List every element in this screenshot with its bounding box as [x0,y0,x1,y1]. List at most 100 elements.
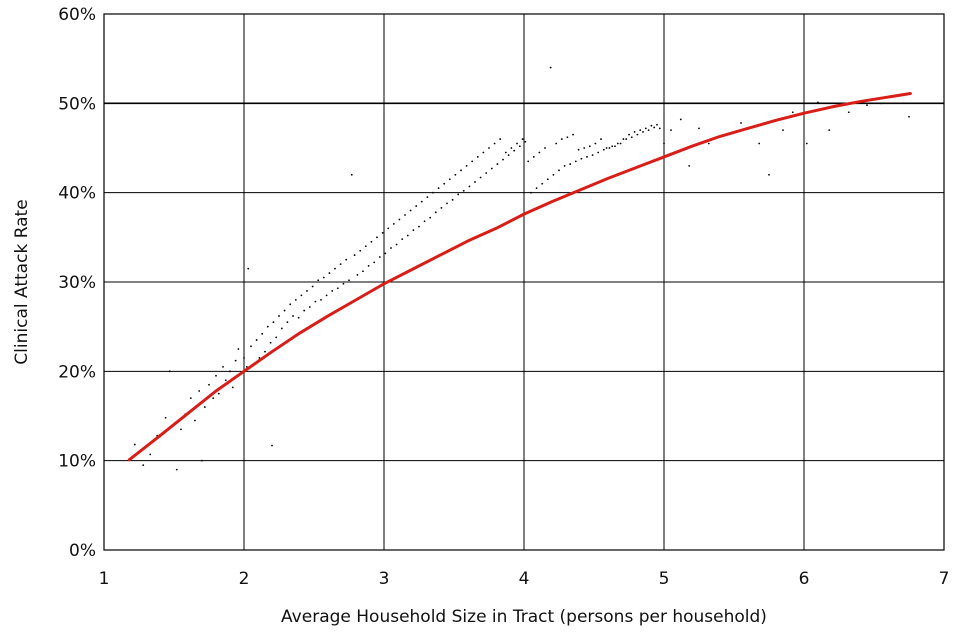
scatter-point [558,169,560,172]
scatter-point [420,200,423,203]
scatter-point [342,282,345,285]
scatter-point [280,327,283,330]
scatter-point [532,156,535,158]
scatter-point [297,316,300,319]
scatter-point [294,298,297,301]
scatter-point [384,252,387,255]
scatter-point [350,173,353,176]
y-tick-label: 60% [58,5,96,25]
scatter-point [698,127,700,130]
x-tick-label: 3 [379,569,390,589]
scatter-point [336,287,339,290]
scatter-point [521,138,524,140]
scatter-point [440,206,443,209]
scatter-point [331,290,334,292]
y-tick-label: 10% [58,452,96,472]
scatter-point [367,265,370,267]
scatter-point [538,151,541,154]
scatter-point [443,182,446,185]
scatter-point [311,285,314,288]
scatter-point [768,173,770,176]
scatter-point [560,138,563,140]
scatter-point [908,115,910,118]
scatter-point [499,138,502,140]
scatter-point [390,247,392,249]
scatter-point [518,145,521,148]
scatter-point [866,104,868,107]
scatter-point [278,315,280,317]
scatter-point [490,167,493,170]
y-axis-title: Clinical Attack Rate [12,199,32,364]
scatter-point [880,102,882,105]
scatter-point [437,187,440,190]
scatter-point [448,178,451,181]
scatter-point [142,464,145,467]
scatter-point [594,142,597,145]
x-tick-label: 6 [799,569,810,589]
scatter-point [272,321,275,324]
scatter-point [504,151,507,154]
scatter-point [653,126,656,129]
x-tick-label: 4 [519,569,530,589]
scatter-point [203,406,206,408]
scatter-point [222,365,224,368]
scatter-point [817,101,819,104]
scatter-point [133,443,136,446]
scatter-point [488,147,490,149]
scatter-point [208,383,210,386]
scatter-point [513,149,516,152]
scatter-point [847,111,850,114]
scatter-point [201,459,203,462]
scatter-point [493,142,496,145]
scatter-point [339,263,342,266]
scatter-point [628,133,630,136]
scatter-point [549,66,552,69]
scatter-point [580,157,583,160]
scatter-point [619,142,622,145]
scatter-point [468,185,471,188]
scatter-point [546,178,549,181]
scatter-point [474,181,476,183]
scatter-point [642,131,644,133]
scatter-point [359,249,362,252]
scatter-point [805,142,808,145]
scatter-point [622,138,625,140]
scatter-point [328,272,331,274]
scatter-point [625,138,628,140]
scatter-point [535,187,538,190]
x-tick-label: 2 [239,569,250,589]
scatter-point [566,136,569,139]
scatter-point [471,160,474,163]
scatter-point [300,294,303,297]
scatter-point [275,336,278,339]
scatter-point [616,142,619,145]
scatter-point [586,156,588,158]
scatter-point [164,416,167,419]
scatter-point [373,261,376,264]
scatter-point [670,129,672,132]
scatter-point [791,111,794,114]
scatter-point [243,357,245,359]
scatter-point [229,370,231,373]
scatter-point [180,428,182,431]
scatter-point [656,123,658,126]
scatter-point [194,419,196,422]
scatter-point [320,298,322,301]
scatter-point [663,142,665,145]
scatter-point [387,227,390,230]
scatter-point [502,158,504,161]
scatter-point [457,193,460,196]
scatter-point [516,142,518,145]
scatter-point [658,127,661,130]
scatter-point [364,245,367,248]
scatter-point [591,154,594,157]
scatter-point [231,386,234,389]
scatter-point [401,238,404,241]
scatter-point [465,164,468,167]
scatter-point [398,218,401,221]
scatter-point [588,145,591,148]
scatter-point [237,348,240,350]
scatter-point [423,220,426,223]
scatter-point [168,370,171,373]
